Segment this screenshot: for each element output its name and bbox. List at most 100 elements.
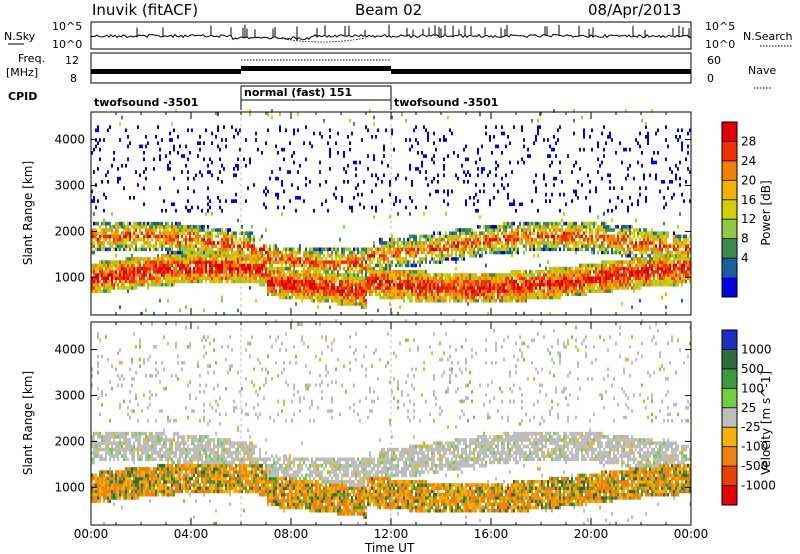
heatmap-cell [439,247,441,252]
heatmap-cell [633,276,635,281]
heatmap-cell [143,225,145,229]
heatmap-cell [505,244,507,248]
heatmap-cell [127,289,129,293]
heatmap-cell [485,282,487,287]
heatmap-cell [427,138,429,142]
heatmap-cell [591,237,593,242]
heatmap-cell [111,260,113,264]
heatmap-cell [97,266,99,271]
heatmap-cell [239,260,241,264]
heatmap-cell [529,279,531,284]
heatmap-cell [547,154,549,158]
heatmap-cell [357,302,359,306]
heatmap-cell [571,276,573,281]
heatmap-cell [129,141,131,146]
heatmap-cell [295,260,297,264]
heatmap-cell [519,237,521,242]
heatmap-cell [579,273,581,277]
heatmap-cell [127,257,129,261]
heatmap-cell [111,234,113,239]
heatmap-cell [641,263,643,268]
heatmap-cell [413,282,415,287]
heatmap-cell [381,241,383,245]
heatmap-cell [129,237,131,242]
heatmap-cell [395,257,397,261]
heatmap-cell [167,279,169,284]
heatmap-cell [447,247,449,252]
heatmap-cell [251,266,253,271]
heatmap-cell [549,221,551,226]
heatmap-cell [399,250,401,255]
heatmap-cell [205,234,207,239]
heatmap-cell [635,237,637,242]
heatmap-cell [167,167,169,171]
heatmap-cell [251,247,253,252]
heatmap-cell [111,244,113,248]
heatmap-cell [317,298,319,303]
heatmap-cell [131,257,133,261]
heatmap-cell [245,263,247,268]
heatmap-cell [405,270,407,274]
heatmap-cell [453,289,455,293]
heatmap-cell [517,228,519,232]
heatmap-cell [119,221,121,226]
heatmap-cell [527,237,529,242]
heatmap-cell [349,289,351,293]
heatmap-cell [183,247,185,252]
heatmap-cell [511,250,513,255]
heatmap-cell [119,244,121,248]
heatmap-cell [95,128,97,133]
heatmap-cell [135,276,137,281]
heatmap-cell [189,270,191,274]
heatmap-cell [351,289,353,293]
heatmap-cell [147,228,149,232]
heatmap-cell [561,231,563,236]
heatmap-cell [455,266,457,271]
heatmap-cell [605,276,607,281]
heatmap-cell [539,234,541,239]
heatmap-cell [543,228,545,232]
heatmap-cell [521,279,523,284]
heatmap-cell [419,279,421,284]
heatmap-cell [233,253,235,258]
heatmap-cell [215,276,217,281]
heatmap-cell [381,273,383,277]
heatmap-cell [415,298,417,303]
heatmap-cell [247,237,249,242]
heatmap-cell [597,270,599,274]
heatmap-cell [537,276,539,281]
heatmap-cell [593,282,595,287]
heatmap-cell [497,231,499,236]
heatmap-cell [237,263,239,268]
heatmap-cell [347,298,349,303]
heatmap-cell [627,253,629,258]
heatmap-cell [411,263,413,268]
heatmap-cell [239,128,241,133]
heatmap-cell [379,257,381,261]
heatmap-cell [349,298,351,303]
heatmap-cell [149,276,151,281]
heatmap-cell [621,286,623,290]
heatmap-cell [127,244,129,248]
heatmap-cell [473,276,475,281]
heatmap-cell [483,189,485,194]
heatmap-cell [579,279,581,284]
heatmap-cell [195,173,197,178]
heatmap-cell [235,253,237,258]
heatmap-cell [491,282,493,287]
heatmap-cell [93,282,95,287]
heatmap-cell [457,241,459,245]
heatmap-cell [161,244,163,248]
heatmap-cell [617,263,619,268]
heatmap-cell [345,273,347,277]
heatmap-cell [477,167,479,171]
heatmap-cell [599,247,601,252]
heatmap-cell [119,305,121,310]
heatmap-cell [163,244,165,248]
heatmap-cell [583,292,585,297]
heatmap-cell [489,228,491,232]
heatmap-cell [611,276,613,281]
heatmap-cell [515,250,517,255]
heatmap-cell [575,289,577,293]
heatmap-cell [159,157,161,162]
